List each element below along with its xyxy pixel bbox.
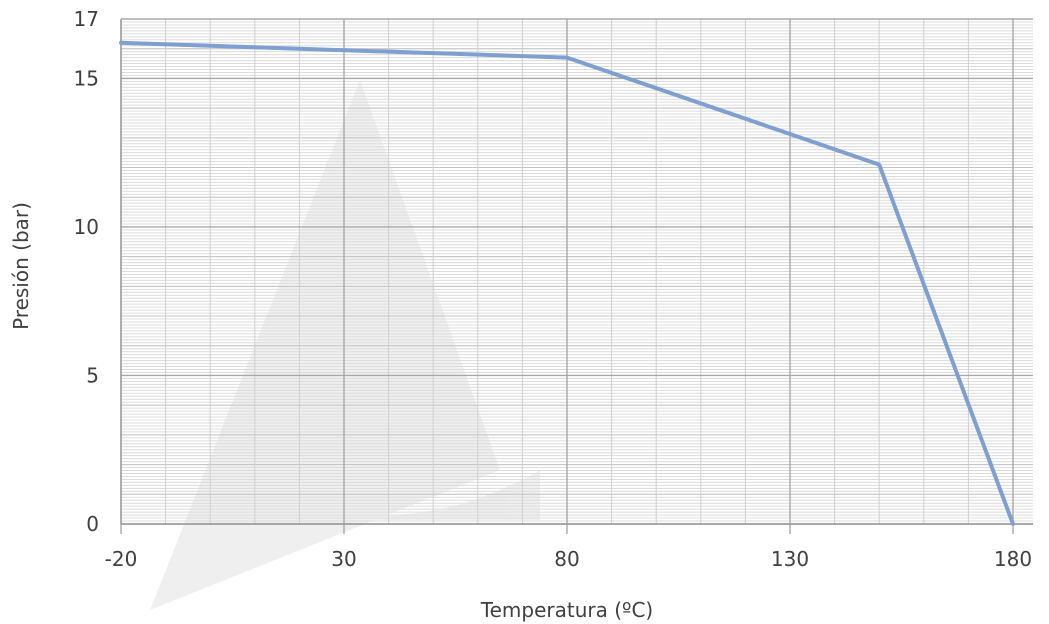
tick-labels: -20 30 80 130 180 0 5 10 15 17 [74,7,1033,571]
y-tick-label: 17 [74,7,99,31]
y-tick-label: 10 [74,215,99,239]
axes [120,19,1033,525]
data-series [119,40,1015,526]
series-line [119,40,1015,526]
y-tick-label: 15 [74,66,99,90]
watermark-arc-shape [240,470,540,520]
y-tick-label: 5 [86,363,99,387]
x-axis-title: Temperatura (ºC) [480,598,653,622]
y-tick-label: 0 [86,512,99,536]
x-tick-label: 130 [771,547,809,571]
background-watermark [150,80,540,610]
x-tick-label: 80 [554,547,579,571]
minor-gridlines [120,18,1033,525]
watermark-triangle-shape [150,80,500,610]
y-axis-title: Presión (bar) [9,202,33,330]
x-tick-label: 180 [994,547,1032,571]
x-tick-label: -20 [105,547,138,571]
x-tick-label: 30 [331,547,356,571]
